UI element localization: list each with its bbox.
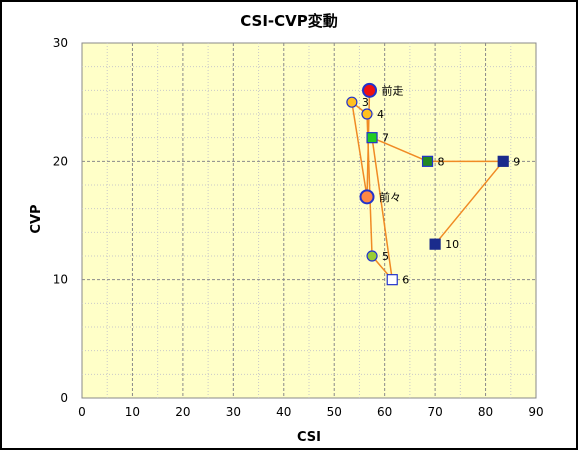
- y-tick-label: 20: [53, 154, 68, 168]
- data-point: [362, 82, 378, 98]
- data-point: [366, 132, 378, 144]
- series-segment: [434, 160, 504, 245]
- x-tick-label: 90: [528, 405, 543, 419]
- data-point: [366, 250, 378, 262]
- x-tick-label: 80: [478, 405, 493, 419]
- y-axis-label: CVP: [29, 204, 44, 233]
- chart-title: CSI-CVP変動: [240, 12, 338, 30]
- y-tick-label: 30: [53, 36, 68, 50]
- x-tick-label: 20: [175, 405, 190, 419]
- x-tick-labels: 0 10 20 30 40 50 60 70 80 90: [78, 405, 543, 419]
- x-axis-label: CSI: [297, 430, 321, 445]
- x-tick-label: 30: [226, 405, 241, 419]
- grid-lines: [82, 43, 536, 398]
- data-point: [346, 96, 358, 108]
- x-tick-label: 40: [276, 405, 291, 419]
- data-point: [361, 108, 373, 120]
- series-segment: [371, 137, 393, 280]
- point-label: 4: [377, 108, 384, 121]
- point-label: 10: [445, 238, 459, 251]
- point-label: 6: [402, 274, 409, 287]
- point-label: 3: [362, 96, 369, 109]
- series-segment: [351, 102, 368, 197]
- point-label: 9: [513, 155, 520, 168]
- x-tick-label: 10: [125, 405, 140, 419]
- series-segment: [366, 90, 371, 197]
- data-point: [386, 274, 398, 286]
- x-tick-label: 70: [427, 405, 442, 419]
- data-point: [429, 238, 441, 250]
- y-tick-labels: 0 10 20 30: [53, 36, 68, 405]
- x-tick-label: 60: [377, 405, 392, 419]
- data-point: [421, 155, 434, 167]
- point-label: 前々: [379, 190, 401, 204]
- point-label: 7: [382, 132, 389, 145]
- data-point: [497, 155, 509, 167]
- series-segment: [371, 136, 428, 163]
- data-point: [359, 189, 375, 205]
- x-tick-label: 50: [327, 405, 342, 419]
- point-labels: 前走 34 7 8 9 前々 10 56: [362, 83, 520, 286]
- data-points: [346, 82, 509, 286]
- point-label: 5: [382, 250, 389, 263]
- point-label: 前走: [382, 83, 404, 97]
- y-tick-label: 10: [53, 273, 68, 287]
- x-tick-label: 0: [78, 405, 86, 419]
- point-label: 8: [438, 155, 445, 168]
- y-tick-label: 0: [60, 391, 68, 405]
